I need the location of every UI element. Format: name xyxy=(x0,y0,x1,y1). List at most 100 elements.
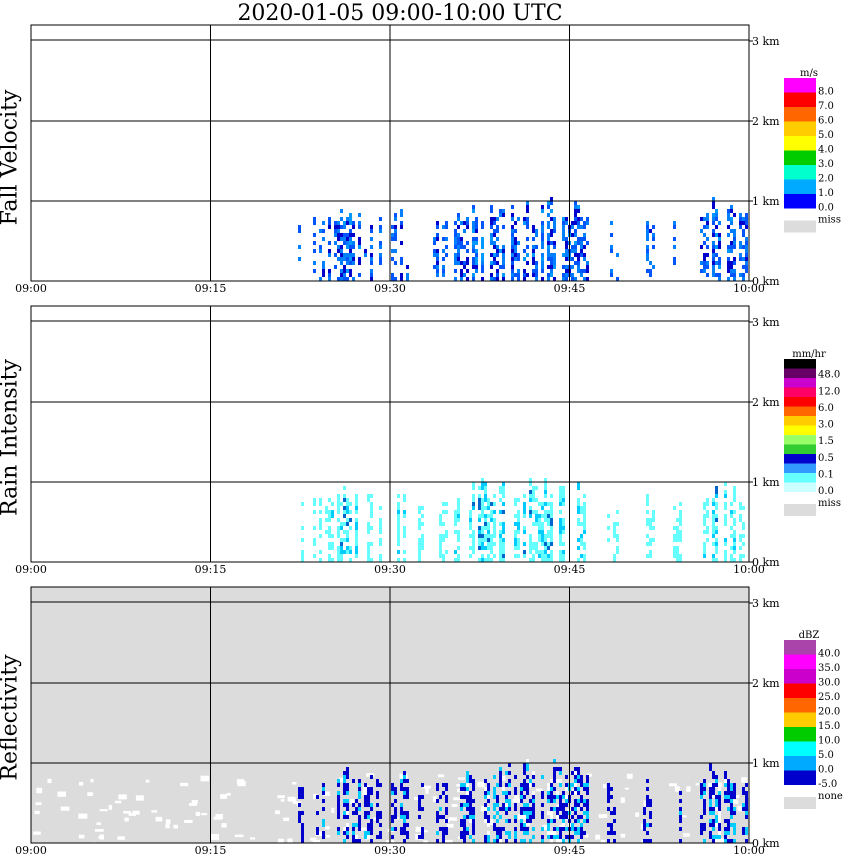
echo-cell xyxy=(340,502,343,506)
colorbar-label: 6.0 xyxy=(818,116,834,127)
echo-cell xyxy=(508,807,511,811)
echo-cell xyxy=(547,522,550,526)
echo-cell xyxy=(700,229,703,233)
echo-cell xyxy=(712,201,715,205)
echo-cell xyxy=(559,795,562,799)
echo-cell xyxy=(718,807,721,811)
echo-cell xyxy=(646,787,649,791)
echo-cell xyxy=(541,542,544,546)
echo-cell xyxy=(421,546,424,550)
echo-cell xyxy=(505,819,508,823)
clear-cell xyxy=(447,823,454,828)
echo-cell xyxy=(445,827,448,831)
echo-cell xyxy=(301,526,304,530)
echo-cell xyxy=(484,795,487,799)
x-tick-label: 09:30 xyxy=(374,563,406,576)
colorbar-swatch xyxy=(784,770,816,785)
echo-cell xyxy=(481,478,484,482)
clear-cell xyxy=(108,804,113,810)
clear-cell xyxy=(737,805,744,812)
echo-cell xyxy=(481,253,484,257)
echo-cell xyxy=(313,249,316,253)
echo-cell xyxy=(445,221,448,225)
echo-cell xyxy=(583,233,586,237)
echo-cell xyxy=(583,518,586,522)
echo-cell xyxy=(355,538,358,542)
echo-cell xyxy=(559,530,562,534)
echo-cell xyxy=(478,530,481,534)
echo-cell xyxy=(352,839,355,843)
echo-cell xyxy=(490,261,493,265)
echo-cell xyxy=(481,482,484,486)
echo-cell xyxy=(742,273,745,277)
echo-cell xyxy=(343,253,346,257)
echo-cell xyxy=(535,542,538,546)
echo-cell xyxy=(739,245,742,249)
echo-cell xyxy=(403,819,406,823)
echo-cell xyxy=(517,538,520,542)
colorbar-missing-swatch xyxy=(784,220,816,233)
echo-cell xyxy=(580,249,583,253)
echo-cell xyxy=(457,514,460,518)
echo-cell xyxy=(550,229,553,233)
echo-cell xyxy=(433,265,436,269)
echo-cell xyxy=(718,257,721,261)
echo-cell xyxy=(475,241,478,245)
echo-cell xyxy=(715,815,718,819)
echo-cell xyxy=(553,827,556,831)
echo-cell xyxy=(580,522,583,526)
echo-cell xyxy=(577,510,580,514)
echo-cell xyxy=(490,225,493,229)
x-tick-label: 09:45 xyxy=(554,844,586,857)
echo-cell xyxy=(313,542,316,546)
echo-cell xyxy=(352,823,355,827)
echo-cell xyxy=(469,835,472,839)
echo-cell xyxy=(583,514,586,518)
echo-cell xyxy=(514,502,517,506)
echo-cell xyxy=(547,530,550,534)
echo-cell xyxy=(520,811,523,815)
echo-cell xyxy=(469,554,472,558)
echo-cell xyxy=(439,538,442,542)
echo-cell xyxy=(340,237,343,241)
echo-cell xyxy=(580,795,583,799)
echo-cell xyxy=(490,265,493,269)
clear-cell xyxy=(249,837,256,840)
clear-cell xyxy=(226,792,231,796)
echo-cell xyxy=(403,839,406,843)
echo-cell xyxy=(328,546,331,550)
echo-cell xyxy=(559,486,562,490)
echo-cell xyxy=(733,795,736,799)
echo-cell xyxy=(400,261,403,265)
echo-cell xyxy=(526,827,529,831)
echo-cell xyxy=(577,787,580,791)
echo-cell xyxy=(679,815,682,819)
colorbar-swatch xyxy=(784,698,816,713)
echo-cell xyxy=(562,253,565,257)
echo-cell xyxy=(457,261,460,265)
echo-cell xyxy=(571,835,574,839)
echo-cell xyxy=(358,245,361,249)
echo-cell xyxy=(487,839,490,843)
echo-cell xyxy=(478,514,481,518)
echo-cell xyxy=(493,261,496,265)
echo-cell xyxy=(379,253,382,257)
echo-cell xyxy=(610,269,613,273)
echo-cell xyxy=(349,510,352,514)
echo-cell xyxy=(355,494,358,498)
echo-cell xyxy=(541,558,544,562)
echo-cell xyxy=(418,807,421,811)
echo-cell xyxy=(298,787,301,791)
echo-cell xyxy=(463,815,466,819)
echo-cell xyxy=(739,534,742,538)
clear-cell xyxy=(350,799,355,804)
echo-cell xyxy=(523,506,526,510)
echo-cell xyxy=(301,827,304,831)
echo-cell xyxy=(583,253,586,257)
echo-cell xyxy=(511,213,514,217)
echo-cell xyxy=(742,506,745,510)
echo-cell xyxy=(532,237,535,241)
clear-cell xyxy=(678,815,687,818)
echo-cell xyxy=(577,209,580,213)
echo-cell xyxy=(712,229,715,233)
